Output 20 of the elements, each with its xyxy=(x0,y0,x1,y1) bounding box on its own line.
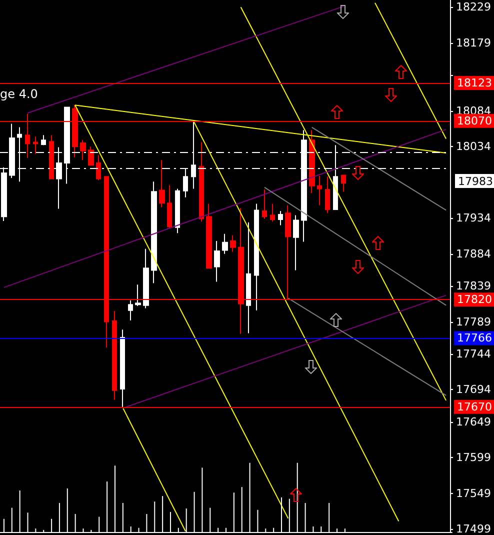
y-tick-label: 17599 xyxy=(456,451,492,464)
ref-line-label: 18123 xyxy=(457,76,492,90)
y-tick-label: 17499 xyxy=(456,522,492,535)
y-tick-label: 18179 xyxy=(456,36,492,50)
y-tick-label: 17884 xyxy=(456,247,492,260)
y-tick-label: 18034 xyxy=(456,140,492,154)
ref-line-label: 17820 xyxy=(457,293,492,306)
ref-line-label: 17766 xyxy=(457,332,492,345)
y-tick-label: 17744 xyxy=(456,347,492,360)
y-tick-label: 17839 xyxy=(456,280,492,293)
y-tick-label: 17549 xyxy=(456,486,492,500)
y-tick-label: 17934 xyxy=(456,212,492,225)
annotation: ge 4.0 xyxy=(0,87,38,101)
y-tick-label: 18229 xyxy=(456,0,492,14)
y-tick-label: 17649 xyxy=(456,415,492,428)
ref-line-label: 17670 xyxy=(457,400,492,414)
y-tick-label: 17694 xyxy=(456,383,492,396)
text: 17983 xyxy=(458,175,493,188)
ref-line-label: 18070 xyxy=(457,114,492,128)
y-tick-label: 17789 xyxy=(456,315,492,328)
